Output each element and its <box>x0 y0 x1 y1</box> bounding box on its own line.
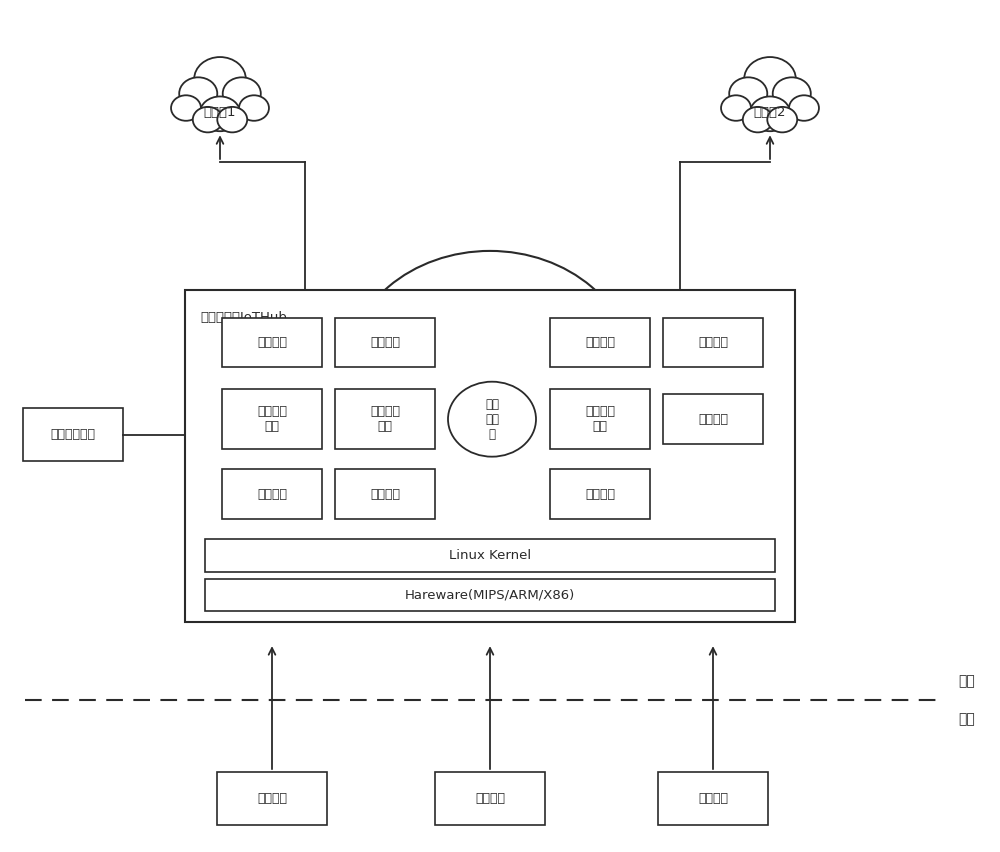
Circle shape <box>367 352 613 561</box>
Circle shape <box>347 250 634 495</box>
FancyBboxPatch shape <box>550 389 650 449</box>
Circle shape <box>179 78 217 110</box>
Text: 数据上报: 数据上报 <box>585 336 615 349</box>
Text: 规则引擎: 规则引擎 <box>585 487 615 501</box>
Circle shape <box>239 95 269 121</box>
FancyBboxPatch shape <box>550 318 650 367</box>
FancyBboxPatch shape <box>335 469 435 519</box>
FancyBboxPatch shape <box>205 539 775 572</box>
Circle shape <box>584 356 765 509</box>
Circle shape <box>750 96 790 131</box>
FancyBboxPatch shape <box>222 318 322 367</box>
Circle shape <box>773 78 811 110</box>
Text: 内网: 内网 <box>958 712 975 726</box>
Circle shape <box>767 106 797 132</box>
Circle shape <box>223 78 261 110</box>
FancyBboxPatch shape <box>335 389 435 449</box>
Text: 远程协助: 远程协助 <box>257 487 287 501</box>
FancyBboxPatch shape <box>23 408 123 461</box>
FancyBboxPatch shape <box>658 772 768 825</box>
Text: 设备模板
管理: 设备模板 管理 <box>585 406 615 433</box>
FancyBboxPatch shape <box>217 772 327 825</box>
Circle shape <box>171 95 201 121</box>
Circle shape <box>515 368 711 536</box>
Text: 网关管理平台: 网关管理平台 <box>50 428 96 441</box>
Text: 消息
中间
件: 消息 中间 件 <box>485 398 499 440</box>
FancyBboxPatch shape <box>205 579 775 611</box>
FancyBboxPatch shape <box>550 469 650 519</box>
FancyBboxPatch shape <box>185 290 795 622</box>
Circle shape <box>744 57 796 101</box>
FancyBboxPatch shape <box>663 318 763 367</box>
Text: 接口配置
管理: 接口配置 管理 <box>370 406 400 433</box>
Text: 边缘计算: 边缘计算 <box>698 412 728 426</box>
Circle shape <box>273 299 502 495</box>
FancyBboxPatch shape <box>435 772 545 825</box>
FancyBboxPatch shape <box>222 389 322 449</box>
Text: 公网: 公网 <box>958 675 975 688</box>
Text: 业务云2: 业务云2 <box>754 106 786 119</box>
Circle shape <box>743 106 773 132</box>
Text: 终端设备: 终端设备 <box>257 792 287 805</box>
Text: 平台接入: 平台接入 <box>698 336 728 349</box>
Text: 设备配置
管理: 设备配置 管理 <box>257 406 287 433</box>
Circle shape <box>789 95 819 121</box>
Text: 远程日志: 远程日志 <box>370 487 400 501</box>
Circle shape <box>217 106 247 132</box>
FancyBboxPatch shape <box>222 469 322 519</box>
Circle shape <box>729 78 767 110</box>
FancyBboxPatch shape <box>335 318 435 367</box>
Circle shape <box>194 57 246 101</box>
Circle shape <box>269 368 465 536</box>
Text: 应用管理: 应用管理 <box>370 336 400 349</box>
Text: 业务云1: 业务云1 <box>204 106 236 119</box>
Circle shape <box>478 299 707 495</box>
Text: 终端设备: 终端设备 <box>698 792 728 805</box>
Text: Hareware(MIPS/ARM/X86): Hareware(MIPS/ARM/X86) <box>405 588 575 602</box>
Circle shape <box>448 382 536 457</box>
Text: 云端容器化IoTHub: 云端容器化IoTHub <box>200 311 287 324</box>
FancyBboxPatch shape <box>663 394 763 444</box>
Text: 系统监控: 系统监控 <box>257 336 287 349</box>
Text: 终端设备: 终端设备 <box>475 792 505 805</box>
Circle shape <box>193 106 223 132</box>
Circle shape <box>215 356 396 509</box>
Circle shape <box>721 95 751 121</box>
Circle shape <box>200 96 240 131</box>
Text: Linux Kernel: Linux Kernel <box>449 549 531 562</box>
